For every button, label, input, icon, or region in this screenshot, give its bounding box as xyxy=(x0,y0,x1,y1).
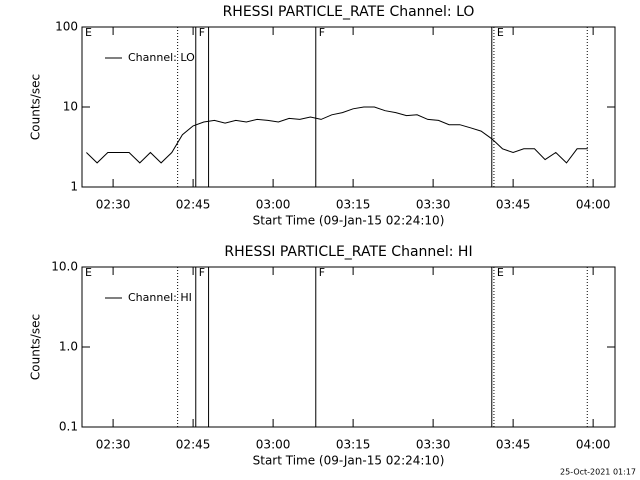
legend-label: Channel: HI xyxy=(128,291,192,304)
data-line xyxy=(86,106,588,164)
footer: 25-Oct-2021 01:17 xyxy=(560,468,636,477)
y-axis-label: Counts/sec xyxy=(29,74,43,140)
x-tick-label: 02:45 xyxy=(176,438,211,452)
y-axis-label: Counts/sec xyxy=(29,314,43,380)
x-tick-label: 03:45 xyxy=(496,438,531,452)
x-axis-label: Start Time (09-Jan-15 02:24:10) xyxy=(253,214,445,228)
y-tick-label: 100 xyxy=(55,20,78,34)
y-tick-label: 10 xyxy=(63,100,78,114)
x-tick-label: 03:15 xyxy=(336,198,371,212)
chart-title: RHESSI PARTICLE_RATE Channel: HI xyxy=(224,244,472,260)
flag-label: F xyxy=(319,26,325,39)
x-axis-label: Start Time (09-Jan-15 02:24:10) xyxy=(253,454,445,468)
y-tick-label: 0.1 xyxy=(59,420,78,434)
x-tick-label: 04:00 xyxy=(576,198,611,212)
x-tick-label: 03:00 xyxy=(256,438,291,452)
flag-label: F xyxy=(319,266,325,279)
y-tick-label: 1.0 xyxy=(59,340,78,354)
flag-label: E xyxy=(497,266,504,279)
x-tick-label: 03:15 xyxy=(336,438,371,452)
flag-label: F xyxy=(199,26,205,39)
x-tick-label: 02:45 xyxy=(176,198,211,212)
flag-label: E xyxy=(85,26,92,39)
chart-title: RHESSI PARTICLE_RATE Channel: LO xyxy=(223,4,475,20)
flag-label: F xyxy=(199,266,205,279)
x-tick-label: 03:30 xyxy=(416,198,451,212)
y-tick-label: 1 xyxy=(70,180,78,194)
y-tick-label: 10.0 xyxy=(51,260,78,274)
x-tick-label: 02:30 xyxy=(96,438,131,452)
x-tick-label: 03:45 xyxy=(496,198,531,212)
legend-label: Channel: LO xyxy=(128,51,195,64)
x-tick-label: 02:30 xyxy=(96,198,131,212)
x-tick-label: 04:00 xyxy=(576,438,611,452)
flag-label: E xyxy=(497,26,504,39)
x-tick-label: 03:30 xyxy=(416,438,451,452)
flag-label: E xyxy=(85,266,92,279)
x-tick-label: 03:00 xyxy=(256,198,291,212)
